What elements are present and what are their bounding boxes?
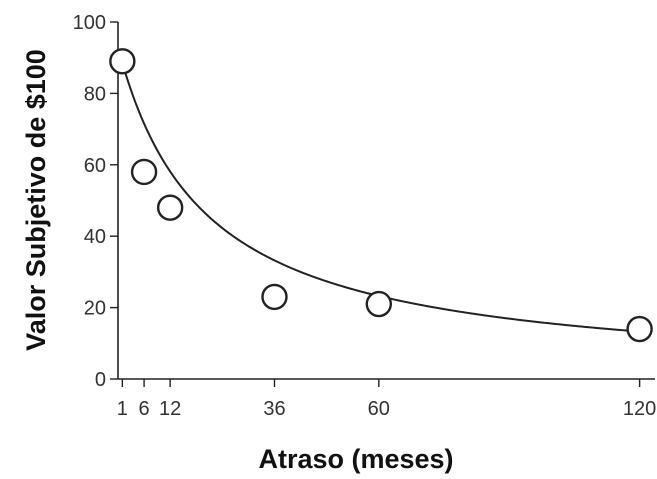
x-ticks: 1 6 12 36 60 120 — [117, 379, 656, 420]
data-point — [156, 194, 184, 221]
y-tick-label: 0 — [95, 369, 106, 391]
x-tick-label: 1 — [117, 398, 128, 420]
data-point — [130, 158, 158, 186]
y-tick-label: 100 — [73, 12, 106, 34]
axes — [117, 22, 655, 380]
x-tick-label: 12 — [159, 398, 181, 420]
x-tick-label: 60 — [368, 398, 390, 420]
y-tick-label: 20 — [84, 298, 106, 320]
data-point — [365, 290, 393, 318]
x-axis-title: Atraso (meses) — [258, 444, 453, 474]
data-points — [109, 48, 653, 343]
y-axis-title: Valor Subjetivo de $100 — [21, 49, 51, 351]
x-tick-label: 36 — [263, 398, 285, 420]
x-tick-label: 120 — [623, 398, 656, 420]
data-point — [109, 48, 136, 75]
y-ticks: 0 20 40 60 80 100 — [73, 12, 118, 391]
data-point — [626, 315, 653, 343]
x-tick-label: 6 — [139, 398, 150, 420]
y-tick-label: 80 — [84, 83, 106, 105]
data-point — [261, 283, 288, 311]
y-tick-label: 40 — [84, 226, 106, 248]
y-tick-label: 60 — [84, 155, 106, 177]
